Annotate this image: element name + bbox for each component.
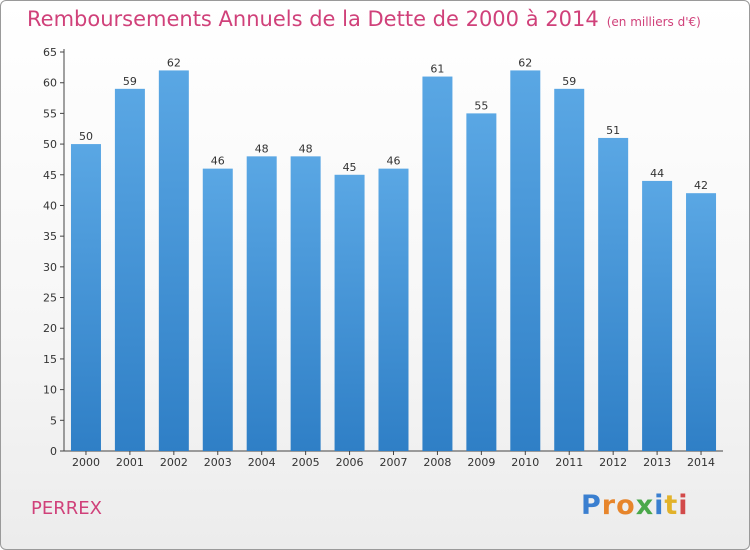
x-tick-label: 2004 <box>248 456 276 469</box>
x-tick-label: 2014 <box>687 456 715 469</box>
bar <box>554 88 585 451</box>
bar <box>202 168 233 451</box>
bar <box>598 137 629 451</box>
y-tick-label: 15 <box>43 353 57 366</box>
y-tick-label: 35 <box>43 230 57 243</box>
x-tick-label: 2008 <box>423 456 451 469</box>
brand-letter: x <box>635 490 655 521</box>
data-label: 55 <box>474 99 488 112</box>
x-tick-label: 2006 <box>336 456 364 469</box>
bar <box>290 156 321 451</box>
bar <box>114 88 145 451</box>
x-tick-label: 2013 <box>643 456 671 469</box>
bar <box>422 76 453 452</box>
bar <box>686 193 717 451</box>
data-label: 50 <box>79 130 93 143</box>
y-tick-label: 10 <box>43 384 57 397</box>
y-tick-label: 55 <box>43 107 57 120</box>
x-tick-label: 2012 <box>599 456 627 469</box>
data-label: 59 <box>123 75 137 88</box>
town-name: PERREX <box>31 498 102 519</box>
bar <box>70 144 101 452</box>
data-label: 59 <box>562 75 576 88</box>
bar <box>158 70 189 452</box>
data-label: 51 <box>606 124 620 137</box>
x-tick-label: 2000 <box>72 456 100 469</box>
data-label: 61 <box>430 63 444 76</box>
data-label: 44 <box>650 167 664 180</box>
x-tick-label: 2002 <box>160 456 188 469</box>
y-tick-label: 20 <box>43 322 57 335</box>
data-label: 48 <box>255 142 269 155</box>
data-label: 46 <box>211 155 225 168</box>
x-tick-label: 2001 <box>116 456 144 469</box>
brand-letter: P <box>581 490 602 521</box>
brand-letter: t <box>664 490 679 521</box>
brand-logo: Proxiti <box>581 490 689 521</box>
data-label: 46 <box>387 155 401 168</box>
y-tick-label: 25 <box>43 292 57 305</box>
chart-subtitle: (en milliers d'€) <box>606 15 701 29</box>
x-tick-label: 2005 <box>292 456 320 469</box>
x-tick-label: 2007 <box>380 456 408 469</box>
chart-title-text: Remboursements Annuels de la Dette de 20… <box>27 7 599 31</box>
bar <box>334 174 365 451</box>
data-label: 42 <box>694 179 708 192</box>
y-tick-label: 0 <box>50 445 57 458</box>
y-tick-label: 40 <box>43 199 57 212</box>
data-label: 62 <box>167 56 181 69</box>
bar <box>466 113 497 451</box>
y-tick-label: 60 <box>43 77 57 90</box>
y-tick-label: 45 <box>43 169 57 182</box>
bar <box>510 70 541 452</box>
x-tick-label: 2009 <box>467 456 495 469</box>
bar <box>246 156 277 451</box>
x-tick-label: 2010 <box>511 456 539 469</box>
bar <box>642 180 673 451</box>
y-tick-label: 5 <box>50 414 57 427</box>
x-tick-label: 2011 <box>555 456 583 469</box>
data-label: 62 <box>518 56 532 69</box>
brand-letter: r <box>601 490 617 521</box>
brand-letter: o <box>616 490 636 521</box>
chart-title: Remboursements Annuels de la Dette de 20… <box>27 7 701 31</box>
y-tick-label: 65 <box>43 46 57 59</box>
brand-letter: i <box>654 490 665 521</box>
y-tick-label: 30 <box>43 261 57 274</box>
bar <box>378 168 409 451</box>
data-label: 48 <box>299 142 313 155</box>
brand-letter: i <box>678 490 689 521</box>
x-tick-label: 2003 <box>204 456 232 469</box>
y-tick-label: 50 <box>43 138 57 151</box>
data-label: 45 <box>343 161 357 174</box>
